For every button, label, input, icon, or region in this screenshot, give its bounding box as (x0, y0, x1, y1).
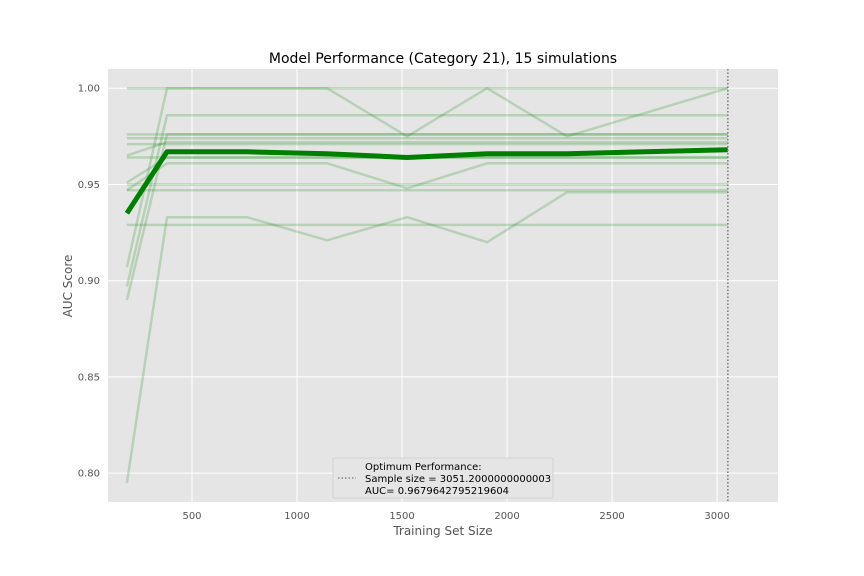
simulation-line-1 (125, 190, 728, 483)
legend-line-3: AUC= 0.9679642795219604 (365, 486, 509, 497)
tick-labels: 500 1000 1500 2000 2500 3000 0.80 0.85 0.90 0.95 1… (78, 84, 730, 522)
x-tick-label: 2000 (494, 511, 519, 522)
simulation-line-4 (125, 86, 729, 268)
mean-line-group (124, 147, 728, 215)
legend-box (332, 457, 554, 499)
x-axis-label: Training Set Size (392, 524, 492, 538)
legend-line-1: Optimum Performance: (365, 462, 482, 473)
simulation-line-3 (125, 113, 728, 287)
plot-area (108, 69, 778, 502)
x-tick-label: 1000 (284, 511, 309, 522)
y-tick-label: 0.95 (78, 180, 100, 191)
simulation-line-2 (125, 133, 728, 301)
y-tick-label: 0.85 (78, 372, 100, 383)
simulation-line-5 (126, 162, 728, 192)
y-axis-label: AUC Score (61, 255, 75, 318)
y-tick-label: 0.80 (78, 469, 100, 480)
x-tick-label: 2500 (599, 511, 624, 522)
simulation-line-15 (126, 140, 728, 157)
mean-line (124, 147, 728, 215)
y-tick-label: 0.90 (78, 276, 100, 287)
x-tick-label: 500 (182, 511, 201, 522)
grid-lines (108, 69, 778, 502)
x-tick-label: 3000 (704, 511, 729, 522)
x-tick-label: 1500 (389, 511, 414, 522)
chart-title: Model Performance (Category 21), 15 simu… (269, 51, 617, 67)
legend: Optimum Performance: Sample size = 3051.… (332, 457, 554, 499)
y-tick-label: 1.00 (78, 84, 100, 95)
legend-line-2: Sample size = 3051.2000000000003 (365, 474, 551, 485)
simulation-lines (125, 86, 729, 483)
